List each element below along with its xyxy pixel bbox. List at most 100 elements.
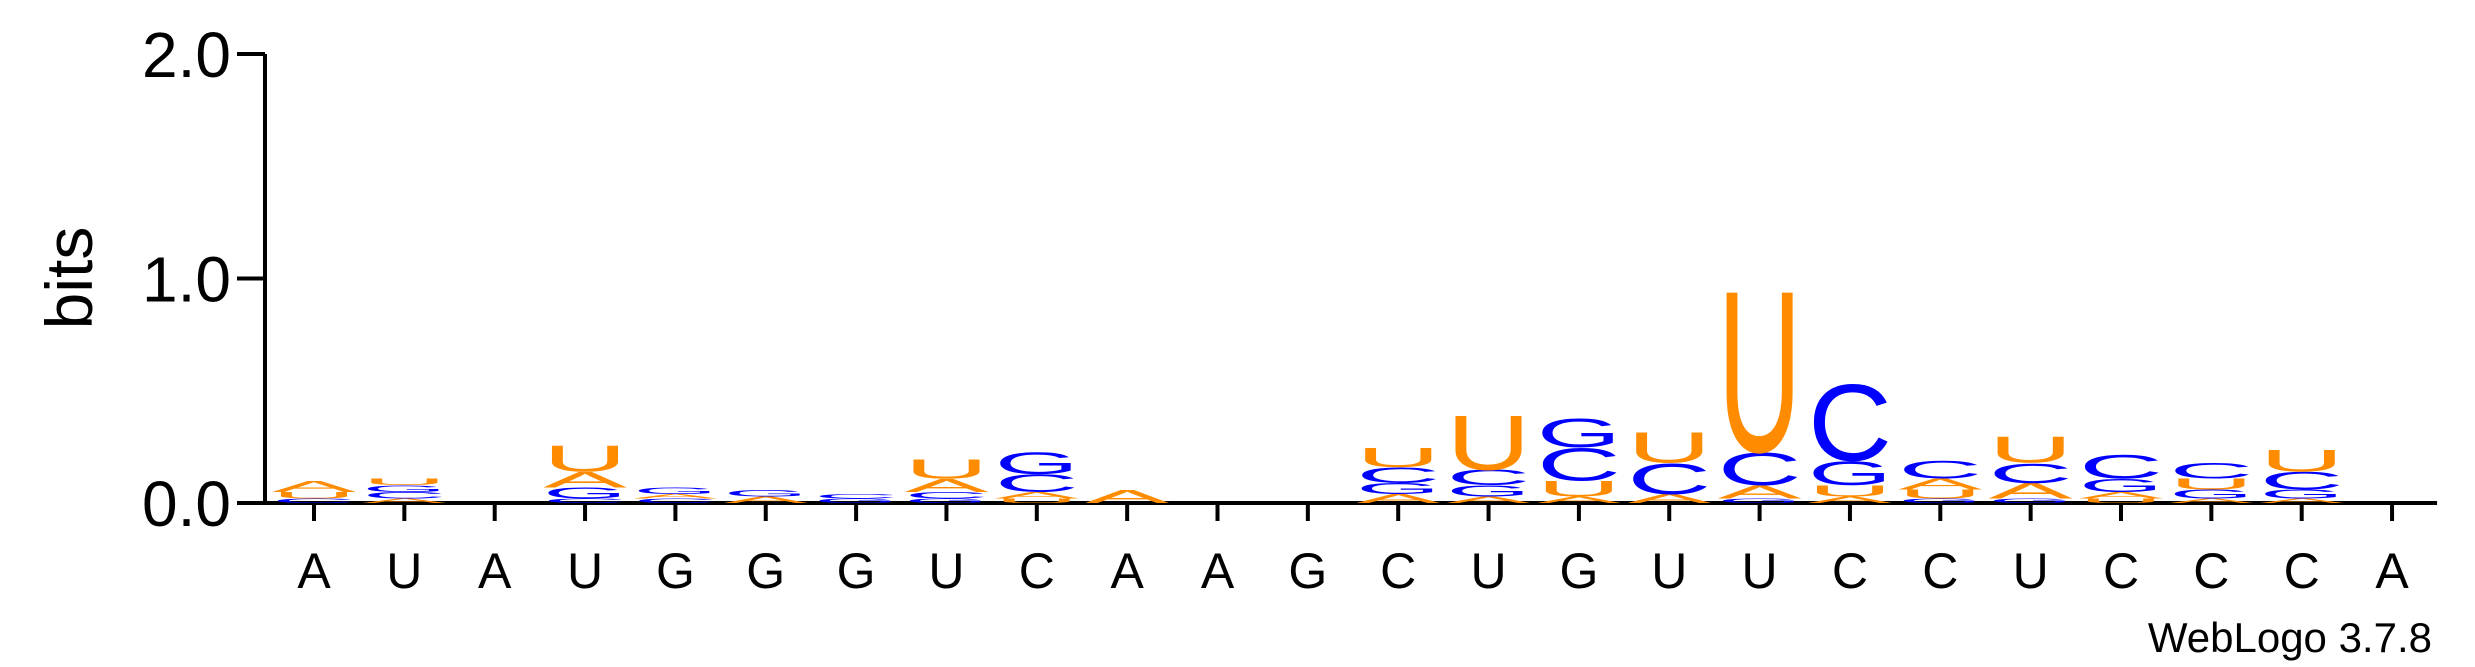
logo-letter-group: A bbox=[724, 495, 809, 505]
logo-letter: A bbox=[1085, 486, 1169, 507]
x-tick-label: G bbox=[837, 543, 876, 599]
logo-letter: A bbox=[1718, 482, 1802, 503]
logo-letter: A bbox=[904, 475, 988, 496]
logo-letter-group: C bbox=[814, 493, 898, 500]
logo-letter-group: C bbox=[2169, 459, 2253, 483]
logo-letter: G bbox=[1537, 411, 1621, 456]
logo-letter: G bbox=[362, 483, 446, 493]
logo-letter: C bbox=[1356, 463, 1440, 487]
logo-letter: G bbox=[995, 446, 1079, 481]
logo-letter-group: G bbox=[1808, 454, 1892, 493]
logo-letter: C bbox=[1627, 455, 1711, 504]
logo-letter-group: U bbox=[1627, 424, 1711, 473]
logo-letter: G bbox=[1989, 497, 2073, 504]
x-tick-label: C bbox=[1832, 543, 1868, 599]
logo-letter-group: U bbox=[2260, 443, 2344, 478]
logo-letter-group: A bbox=[1085, 486, 1169, 507]
logo-letter-group: G bbox=[2079, 475, 2163, 496]
logo-letter-group: U bbox=[2079, 497, 2163, 504]
logo-letter: U bbox=[1808, 482, 1892, 499]
logo-letter: C bbox=[814, 493, 898, 500]
x-tick-label: U bbox=[1651, 543, 1687, 599]
logo-letter-group: A bbox=[2260, 497, 2345, 504]
logo-letter: U bbox=[1718, 242, 1802, 500]
x-tick-label: U bbox=[1742, 543, 1778, 599]
x-tick-label: A bbox=[1110, 543, 1144, 599]
logo-letter: A bbox=[1447, 495, 1532, 505]
logo-letter-group: C bbox=[2260, 467, 2344, 495]
logo-letter-group: A bbox=[1989, 479, 2074, 503]
logo-letter-group: G bbox=[2260, 487, 2344, 501]
logo-letter-group: G bbox=[995, 446, 1079, 481]
logo-letter-group: G bbox=[904, 497, 988, 504]
logo-letter-group: U bbox=[1537, 477, 1621, 501]
x-tick-label: U bbox=[928, 543, 964, 599]
logo-letter: U bbox=[995, 497, 1079, 504]
logo-letter: C bbox=[1447, 465, 1531, 489]
logo-letter: A bbox=[2079, 490, 2164, 500]
logo-letter: G bbox=[1447, 482, 1531, 499]
y-tick-label: 0.0 bbox=[142, 468, 231, 540]
logo-letter-group: C bbox=[1808, 362, 1892, 484]
logo-letter: C bbox=[1537, 438, 1621, 491]
x-tick-label: U bbox=[386, 543, 422, 599]
logo-letter: G bbox=[1898, 497, 1982, 504]
logo-letter: C bbox=[995, 470, 1079, 498]
logo-letter-group: A bbox=[1718, 482, 1802, 503]
logo-letter: C bbox=[272, 497, 356, 504]
logo-letter-group: A bbox=[2079, 490, 2164, 500]
logo-letter: G bbox=[2260, 487, 2344, 501]
logo-letter: A bbox=[1989, 479, 2074, 503]
x-tick-label: A bbox=[478, 543, 512, 599]
y-axis-label: bits bbox=[32, 227, 106, 330]
logo-letter-group: A bbox=[1356, 492, 1441, 506]
y-tick-label: 1.0 bbox=[142, 244, 231, 316]
logo-letter: C bbox=[1989, 458, 2073, 489]
logo-letter-group: U bbox=[1447, 399, 1531, 486]
logo-letter-group: G bbox=[1718, 497, 1802, 504]
x-tick-label: U bbox=[1470, 543, 1506, 599]
logo-letter-group: A bbox=[1627, 492, 1712, 506]
logo-letter-group: A bbox=[362, 497, 447, 504]
logo-letter-group: A bbox=[1537, 495, 1622, 505]
logo-letter-group: C bbox=[2079, 447, 2163, 486]
logo-letter: C bbox=[1808, 362, 1892, 484]
logo-letter: A bbox=[543, 468, 628, 492]
x-tick-label: C bbox=[1922, 543, 1958, 599]
logo-letter: C bbox=[2079, 447, 2163, 486]
logo-letter: A bbox=[362, 497, 447, 504]
logo-letter: A bbox=[724, 495, 809, 505]
logo-letter: G bbox=[904, 497, 988, 504]
logo-letter-group: A bbox=[543, 468, 628, 492]
logo-letter-group: A bbox=[995, 490, 1080, 500]
logo-letter-group: G bbox=[2169, 487, 2253, 501]
logo-letter: U bbox=[2260, 443, 2344, 478]
logo-letter-group: U bbox=[1718, 242, 1802, 500]
logo-letter-group: A bbox=[272, 478, 356, 495]
logo-letter-group: U bbox=[272, 490, 356, 500]
x-tick-label: A bbox=[297, 543, 331, 599]
logo-letter: G bbox=[814, 497, 898, 504]
logo-letter-group: G bbox=[1989, 497, 2073, 504]
logo-letter-group: U bbox=[1356, 442, 1440, 473]
x-tick-label: C bbox=[2284, 543, 2320, 599]
logo-letter-group: A bbox=[1808, 495, 1893, 505]
logo-letter: G bbox=[543, 485, 627, 502]
logo-letter: U bbox=[1447, 399, 1531, 486]
logo-letter-group: U bbox=[1898, 487, 1982, 501]
logo-letter: U bbox=[362, 477, 446, 487]
logo-letter: U bbox=[2169, 476, 2253, 493]
logo-letter: A bbox=[995, 490, 1080, 500]
logo-letter: C bbox=[2260, 467, 2344, 495]
logo-letter-group: G bbox=[1537, 411, 1621, 456]
logo-letter-group: G bbox=[1898, 497, 1982, 504]
logo-letter-group: G bbox=[724, 488, 808, 498]
footer: WebLogo 3.7.8 bbox=[2148, 614, 2432, 661]
logo-letter-group: U bbox=[1989, 429, 2073, 471]
logo-letter: U bbox=[2079, 497, 2163, 504]
x-tick-label: C bbox=[1019, 543, 1055, 599]
logo-letter: C bbox=[904, 490, 988, 500]
logo-letter: C bbox=[362, 490, 446, 500]
logo-letter-group: C bbox=[1447, 465, 1531, 489]
logo-letter-group: G bbox=[1356, 480, 1440, 497]
